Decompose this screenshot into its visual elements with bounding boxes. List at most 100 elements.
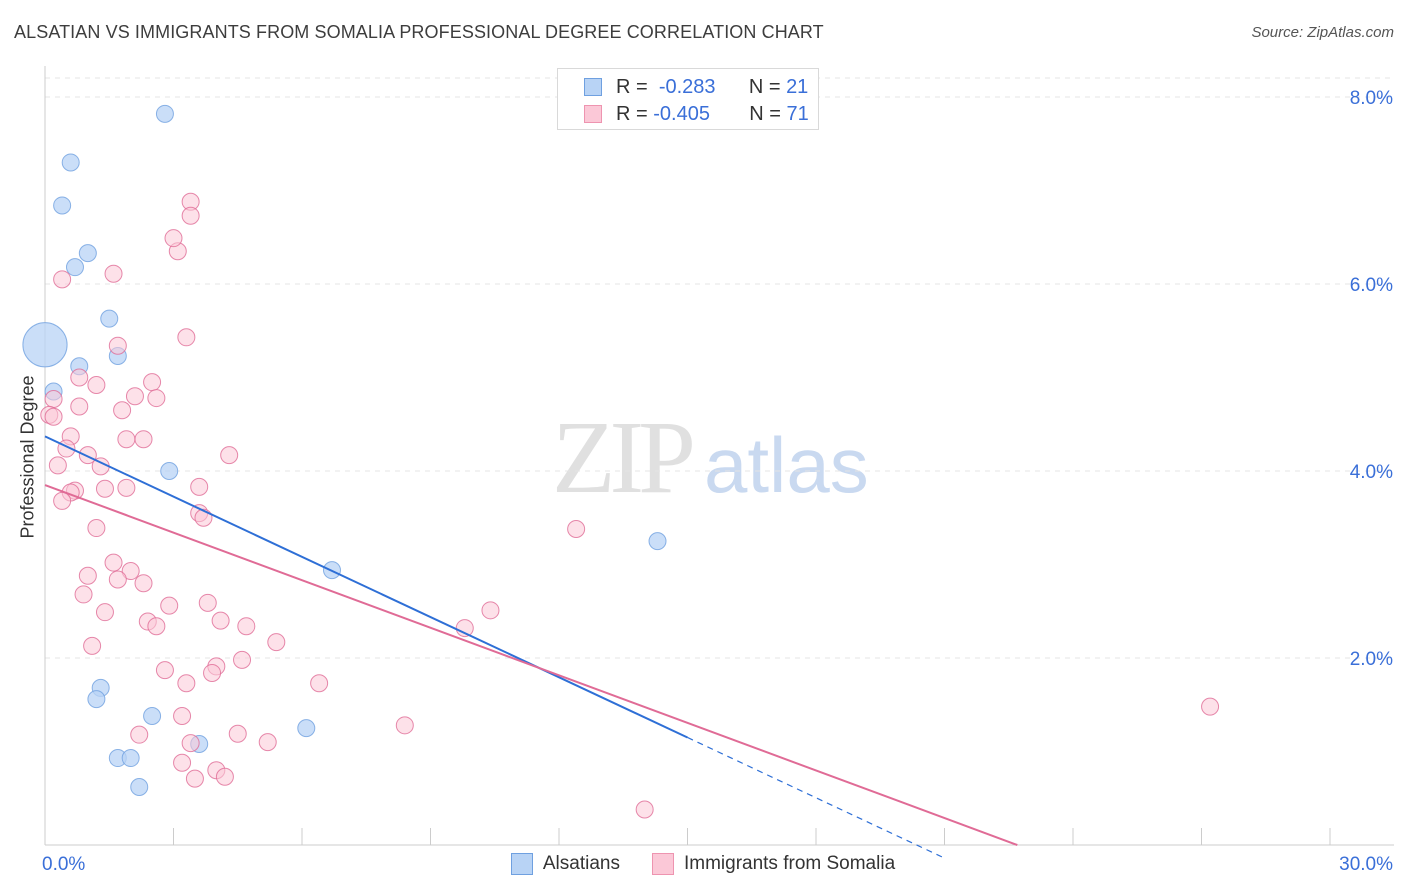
point-somalia (567, 519, 586, 538)
point-somalia (104, 553, 123, 572)
point-somalia (95, 603, 114, 622)
point-somalia (181, 206, 200, 225)
stats-n-value: 21 (786, 75, 809, 98)
point-somalia (108, 570, 127, 589)
point-somalia (160, 596, 179, 615)
stats-row-somalia: R = -0.405 N = 71 (584, 101, 809, 127)
point-somalia (134, 430, 153, 449)
stats-n-label: N = (748, 75, 781, 98)
point-somalia (181, 734, 200, 753)
point-somalia (237, 617, 256, 636)
stats-swatch-alsatians (584, 78, 602, 96)
point-somalia (108, 336, 127, 355)
point-somalia (143, 373, 162, 392)
point-somalia (190, 477, 209, 496)
point-alsatians (87, 690, 106, 709)
y-tick-label: 2.0% (1350, 649, 1393, 670)
point-alsatians (53, 196, 72, 215)
point-alsatians (65, 258, 84, 277)
point-somalia (83, 636, 102, 655)
legend-item-somalia[interactable]: Immigrants from Somalia (651, 853, 896, 875)
point-alsatians (143, 706, 162, 725)
stats-swatch-somalia (584, 105, 602, 123)
point-somalia (147, 617, 166, 636)
y-tick-label: 8.0% (1350, 88, 1393, 109)
point-somalia (203, 663, 222, 682)
point-somalia (130, 725, 149, 744)
point-somalia (117, 430, 136, 449)
point-somalia (481, 601, 500, 620)
point-somalia (310, 674, 329, 693)
stats-row-alsatians: R = -0.283 N = 21 (584, 74, 808, 100)
point-somalia (173, 706, 192, 725)
watermark-atlas: atlas (704, 421, 869, 509)
point-alsatians (297, 719, 316, 738)
point-somalia (1201, 697, 1220, 716)
point-alsatians (78, 244, 97, 263)
point-somalia (228, 724, 247, 743)
point-somalia (173, 753, 192, 772)
point-alsatians (61, 153, 80, 172)
point-somalia (395, 716, 414, 735)
point-somalia (70, 368, 89, 387)
point-somalia (121, 562, 140, 581)
point-somalia (70, 397, 89, 416)
trendline-alsatians-extension (687, 736, 945, 859)
point-somalia (113, 401, 132, 420)
x-tick-label: 30.0% (1339, 854, 1393, 875)
stats-r-label: R = (616, 102, 648, 125)
point-somalia (87, 375, 106, 394)
stats-r-value: -0.405 (653, 102, 710, 125)
point-somalia (194, 508, 213, 527)
legend-label-alsatians: Alsatians (542, 853, 620, 874)
point-somalia (155, 661, 174, 680)
point-somalia (215, 767, 234, 786)
y-axis-label: Professional Degree (17, 375, 38, 539)
chart-title: ALSATIAN VS IMMIGRANTS FROM SOMALIA PROF… (14, 22, 824, 42)
source-credit: Source: ZipAtlas.com (1251, 24, 1394, 41)
point-somalia (117, 478, 136, 497)
point-somalia (185, 769, 204, 788)
point-somalia (74, 585, 93, 604)
point-somalia (134, 574, 153, 593)
point-somalia (177, 328, 196, 347)
point-somalia (267, 633, 286, 652)
point-somalia (177, 674, 196, 693)
x-tick-label: 0.0% (42, 854, 85, 875)
point-somalia (164, 229, 183, 248)
point-somalia (44, 407, 63, 426)
point-somalia (147, 389, 166, 408)
y-tick-label: 6.0% (1350, 275, 1393, 296)
point-somalia (220, 446, 239, 465)
point-somalia (233, 650, 252, 669)
stats-r-label: R = (616, 75, 648, 98)
point-alsatians (648, 532, 667, 551)
point-somalia (44, 390, 63, 409)
point-somalia (125, 387, 144, 406)
legend: Alsatians Immigrants from Somalia (0, 850, 1406, 878)
stats-n-value: 71 (786, 102, 809, 125)
watermark: ZIP atlas (552, 398, 869, 517)
point-alsatians (155, 104, 174, 123)
stats-r-value: -0.283 (658, 75, 716, 98)
point-somalia (258, 733, 277, 752)
trendline-somalia (44, 484, 1018, 846)
point-alsatians (22, 322, 68, 368)
legend-swatch-alsatians (510, 853, 533, 875)
stats-box: R = -0.283 N = 21 R = -0.405 N = 71 (557, 68, 819, 130)
point-alsatians (100, 309, 119, 328)
point-somalia (198, 593, 217, 612)
point-somalia (635, 800, 654, 819)
point-alsatians (160, 462, 179, 480)
stats-n-label: N = (749, 102, 781, 125)
legend-swatch-somalia (651, 853, 674, 875)
point-somalia (104, 264, 123, 283)
point-somalia (211, 611, 230, 630)
point-somalia (87, 519, 106, 538)
legend-label-somalia: Immigrants from Somalia (683, 853, 896, 874)
point-somalia (53, 270, 72, 289)
point-somalia (53, 491, 72, 510)
point-alsatians (121, 749, 140, 768)
legend-item-alsatians[interactable]: Alsatians (510, 853, 620, 875)
